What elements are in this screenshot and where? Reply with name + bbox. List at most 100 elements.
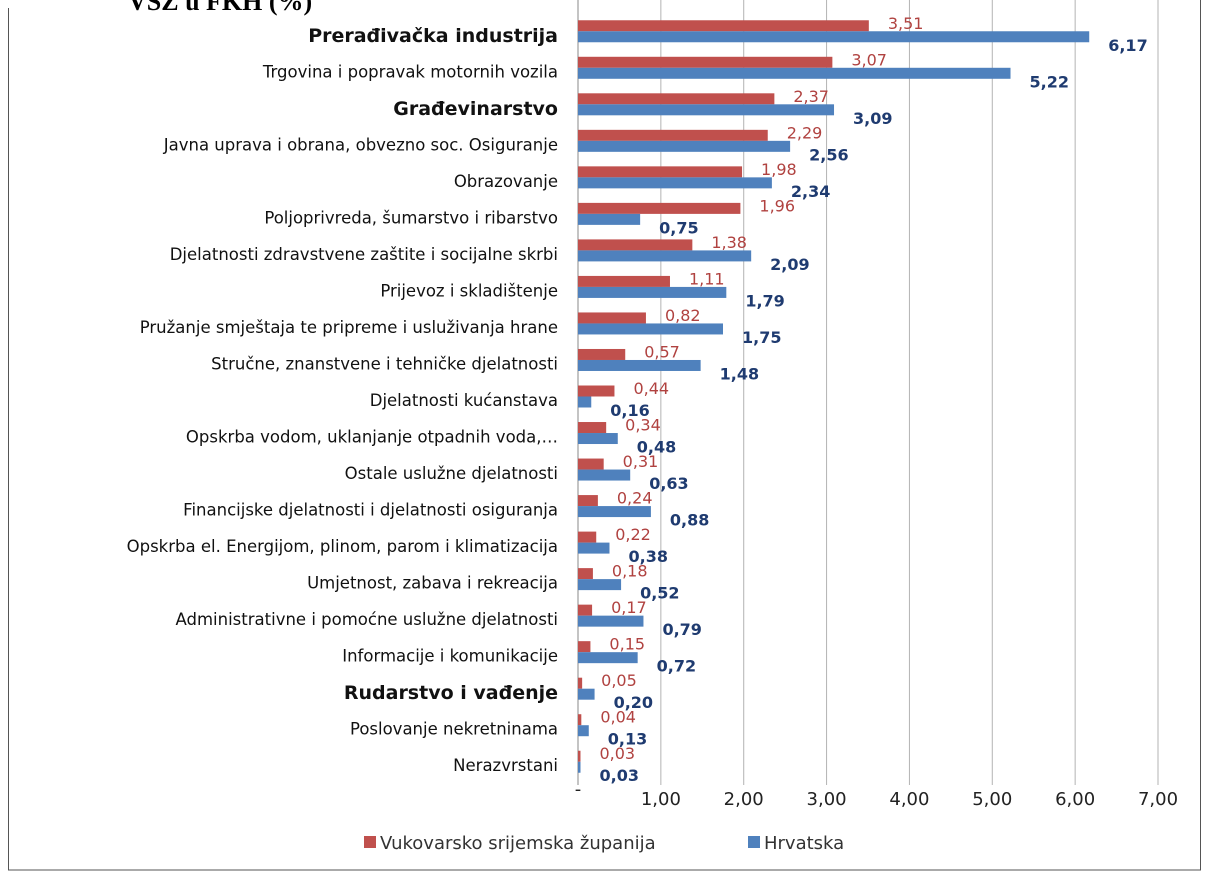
- value-label: 0,38: [628, 547, 667, 566]
- x-tick-label: 7,00: [1138, 789, 1178, 810]
- value-label: 0,88: [670, 511, 709, 530]
- y-tick-label: Nerazvrstani: [453, 756, 558, 775]
- value-label: 0,82: [665, 306, 701, 325]
- bar: [578, 433, 618, 445]
- value-label: 0,05: [601, 671, 637, 690]
- legend-label: Hrvatska: [764, 833, 844, 854]
- y-tick-label: Obrazovanje: [454, 172, 558, 191]
- value-label: 0,18: [612, 562, 648, 581]
- bar: [578, 761, 581, 773]
- y-tick-label: Financijske djelatnosti i djelatnosti os…: [183, 501, 558, 520]
- bar: [578, 348, 626, 360]
- bar: [578, 31, 1090, 43]
- x-tick-label: 2,00: [724, 789, 764, 810]
- bar: [578, 250, 752, 262]
- y-tick-label: Poslovanje nekretninama: [350, 720, 558, 739]
- y-tick-label: Pružanje smještaja te pripreme i usluživ…: [140, 318, 558, 337]
- bar: [578, 129, 768, 141]
- y-tick-label: Rudarstvo i vađenje: [344, 682, 558, 704]
- bar: [578, 104, 835, 116]
- x-tick-label: 6,00: [1055, 789, 1095, 810]
- bar: [578, 615, 644, 627]
- legend-swatch: [748, 836, 760, 848]
- y-tick-label: Poljoprivreda, šumarstvo i ribarstvo: [264, 208, 558, 227]
- bar: [578, 359, 701, 371]
- y-tick-label: Umjetnost, zabava i rekreacija: [307, 574, 558, 593]
- legend-swatch: [364, 836, 376, 848]
- value-label: 1,38: [711, 233, 747, 252]
- value-label: 2,56: [809, 145, 848, 164]
- value-label: 0,17: [611, 598, 647, 617]
- value-label: 6,17: [1108, 36, 1147, 55]
- value-label: 1,75: [742, 328, 781, 347]
- bar: [578, 385, 615, 397]
- value-label: 0,72: [657, 657, 696, 676]
- value-label: 1,11: [689, 269, 725, 288]
- value-label: 0,16: [610, 401, 649, 420]
- x-tick-label: 1,00: [641, 789, 681, 810]
- value-label: 0,79: [662, 620, 701, 639]
- bar: [578, 495, 598, 507]
- value-label: 1,79: [745, 291, 784, 310]
- y-tick-label: Javna uprava i obrana, obvezno soc. Osig…: [163, 135, 558, 154]
- bar: [578, 312, 646, 324]
- y-tick-label: Administrativne i pomoćne uslužne djelat…: [176, 610, 558, 629]
- bar: [578, 469, 631, 481]
- value-label: 1,96: [759, 196, 795, 215]
- value-label: 0,48: [637, 438, 676, 457]
- x-tick-label: -: [575, 779, 582, 800]
- value-label: 0,34: [625, 416, 661, 435]
- bar: [578, 286, 727, 298]
- y-tick-label: Građevinarstvo: [393, 98, 558, 120]
- y-tick-label: Djelatnosti zdravstvene zaštite i socija…: [170, 245, 558, 264]
- value-label: 0,03: [599, 766, 638, 785]
- bar: [578, 750, 581, 762]
- bar: [578, 641, 591, 653]
- bar: [578, 677, 583, 689]
- bar: [578, 422, 607, 434]
- value-label: 1,98: [761, 160, 797, 179]
- value-label: 3,07: [851, 50, 887, 69]
- value-label: 0,24: [617, 489, 653, 508]
- value-label: 0,04: [600, 708, 636, 727]
- value-label: 2,37: [793, 87, 829, 106]
- y-tick-label: Prerađivačka industrija: [308, 25, 558, 47]
- bar: [578, 239, 693, 251]
- bar: [578, 213, 641, 225]
- x-tick-label: 4,00: [889, 789, 929, 810]
- value-label: 5,22: [1030, 72, 1069, 91]
- value-label: 0,75: [659, 218, 698, 237]
- y-tick-label: Stručne, znanstvene i tehničke djelatnos…: [211, 354, 558, 373]
- bar: [578, 714, 582, 726]
- value-label: 3,51: [888, 14, 924, 33]
- bar: [578, 688, 595, 700]
- y-tick-label: Trgovina i popravak motornih vozila: [262, 62, 558, 81]
- bar: [578, 579, 622, 591]
- x-tick-label: 3,00: [807, 789, 847, 810]
- title-bg: [0, 0, 640, 8]
- y-tick-label: Opskrba el. Energijom, plinom, parom i k…: [127, 537, 558, 556]
- value-label: 0,20: [614, 693, 653, 712]
- bar: [578, 67, 1011, 79]
- bar: [578, 20, 869, 32]
- bar: [578, 506, 651, 518]
- value-label: 3,09: [853, 109, 892, 128]
- bar: [578, 531, 597, 543]
- y-tick-label: Ostale uslužne djelatnosti: [345, 464, 558, 483]
- value-label: 0,44: [633, 379, 669, 398]
- bar: [578, 275, 670, 287]
- bar: [578, 93, 775, 105]
- value-label: 2,29: [787, 123, 823, 142]
- bar: [578, 177, 772, 189]
- bar: [578, 202, 741, 214]
- bar: [578, 458, 604, 470]
- legend-label: Vukovarsko srijemska županija: [380, 833, 656, 854]
- value-label: 1,48: [720, 364, 759, 383]
- x-tick-label: 5,00: [972, 789, 1012, 810]
- bar: [578, 140, 791, 152]
- chart-title: VSŽ u FKH (%): [128, 0, 312, 16]
- bar: [578, 323, 723, 335]
- bar: [578, 56, 833, 68]
- value-label: 2,34: [791, 182, 830, 201]
